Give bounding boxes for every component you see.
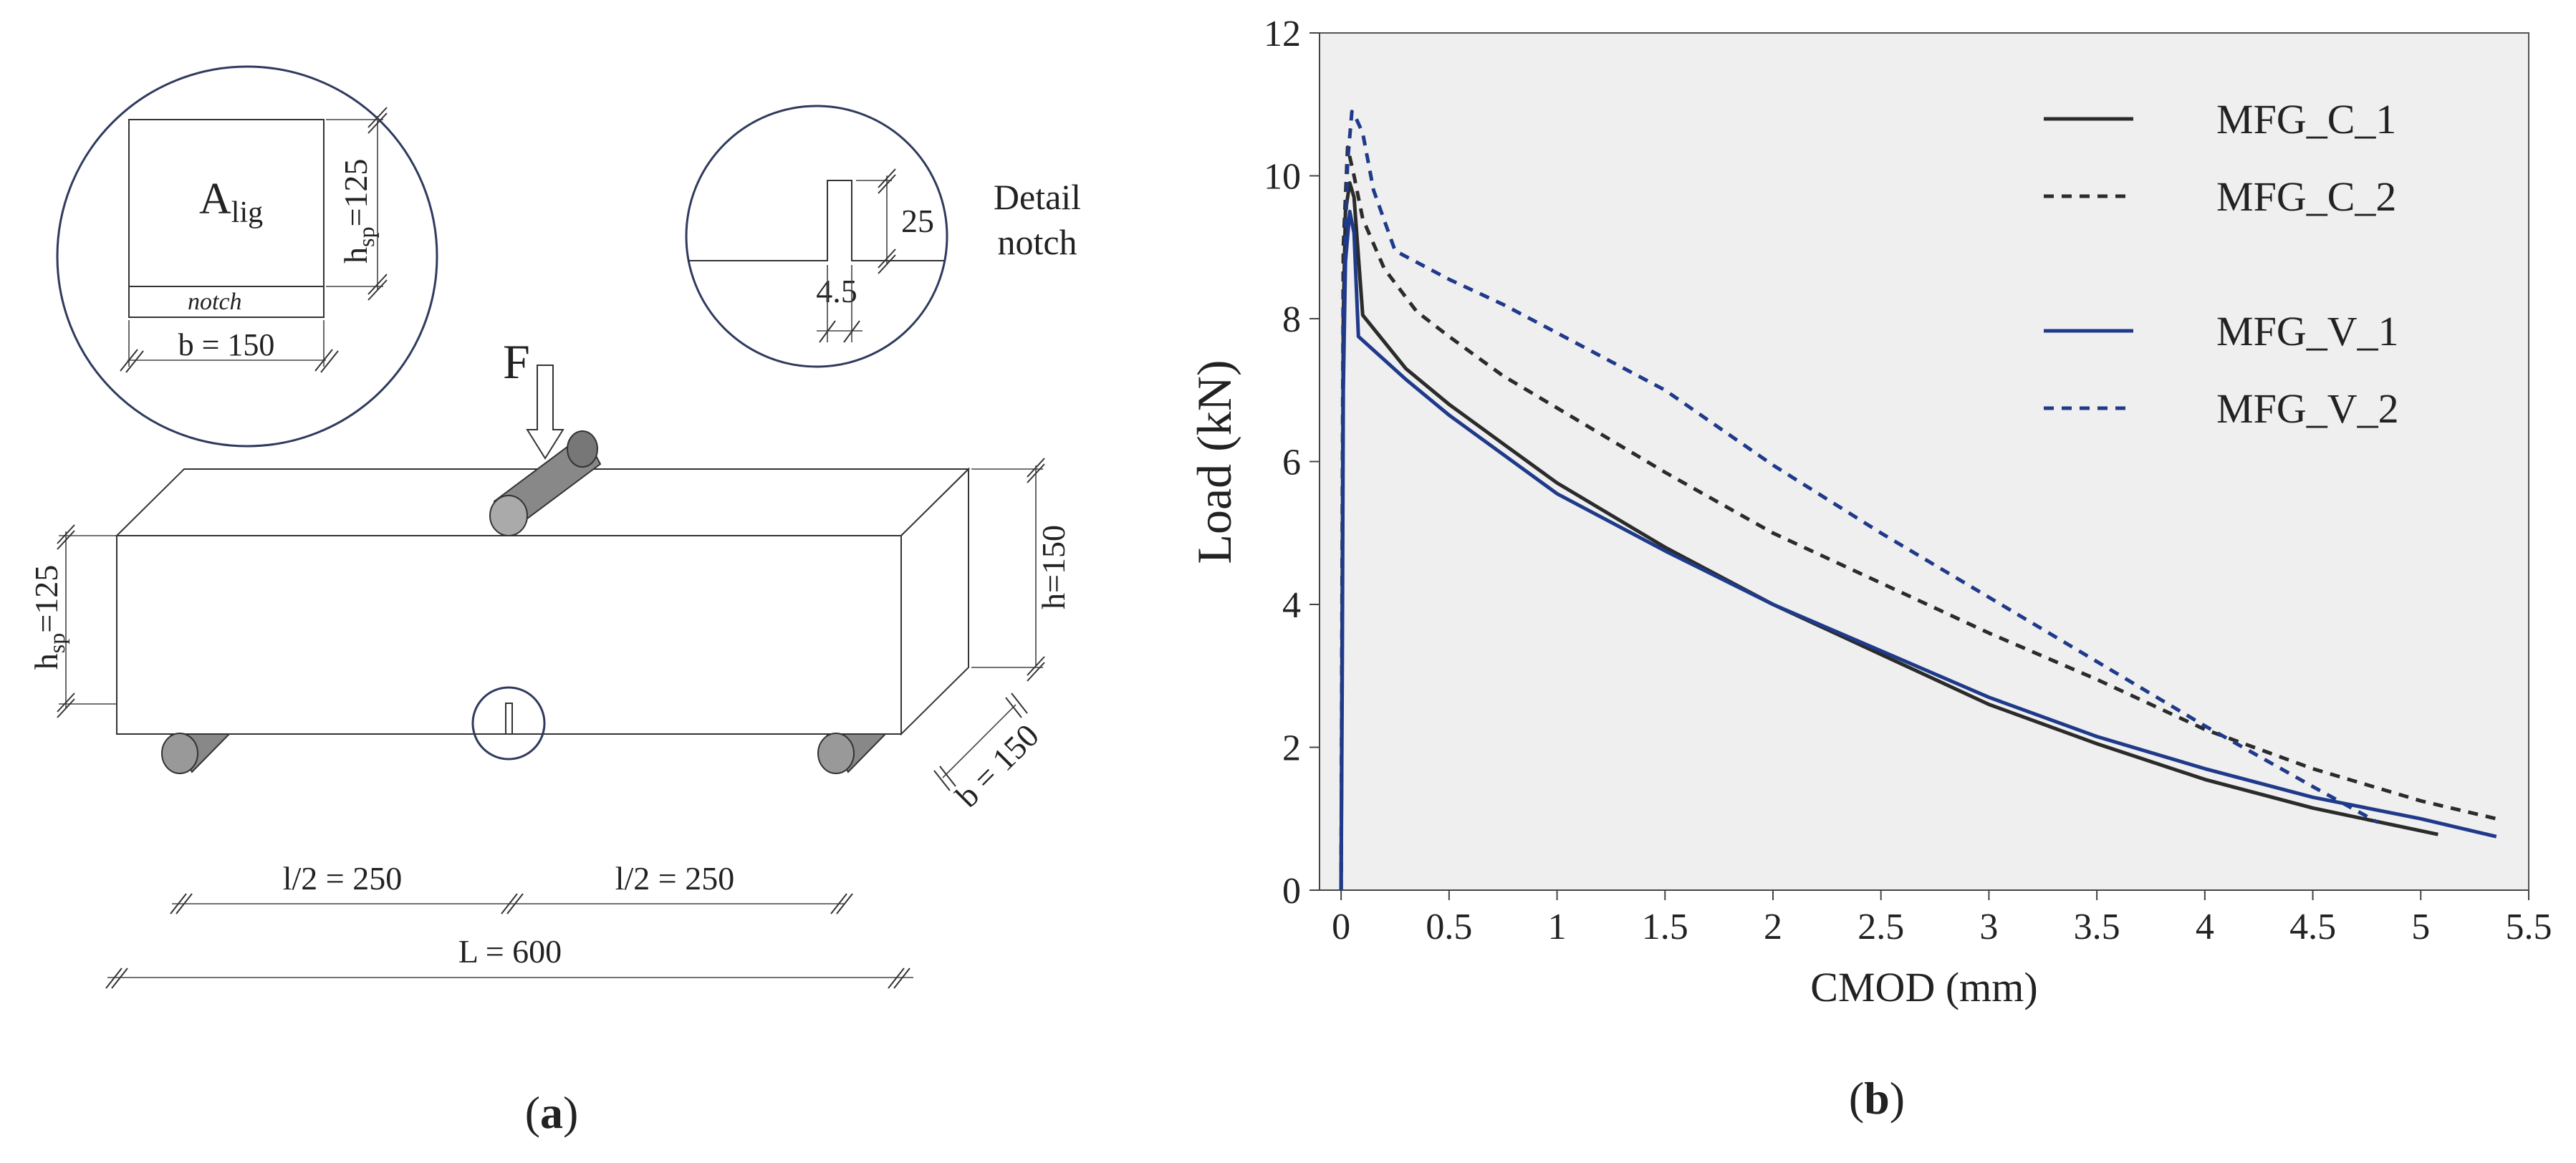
half-span-left-label: l/2 = 250: [283, 860, 403, 897]
series-line-mfg-v-2: [1339, 110, 2379, 891]
beam-height-label: h=150: [1035, 525, 1072, 609]
y-tick-label: 4: [1282, 585, 1301, 626]
legend-label-mfg-c-1: MFG_C_1: [2216, 96, 2396, 143]
section-rectangle: [128, 119, 325, 318]
panel-b-label: (b): [1849, 1073, 1905, 1124]
support-roller-right: [817, 733, 888, 774]
panel-a-label: (a): [525, 1087, 579, 1138]
y-axis-label: Load (kN): [1187, 359, 1241, 564]
y-tick-label: 2: [1282, 728, 1301, 769]
section-height-label: hsp=125: [337, 159, 379, 264]
x-tick-label: 1.5: [1642, 907, 1688, 947]
y-tick-label: 8: [1282, 299, 1301, 340]
section-detail-circle: [56, 65, 438, 448]
x-tick-label: 5.5: [2506, 907, 2552, 947]
x-tick-label: 4: [2196, 907, 2214, 947]
notch-depth-label: 25: [901, 203, 934, 239]
support-roller-left: [161, 733, 231, 774]
section-width-label: b = 150: [178, 327, 275, 362]
load-cmod-chart: 0 0.5 1 1.5 2 2.5 3 3.5 4 4.5 5 5.5 0 2 4 6 8 10 12 MFG_C_…: [1187, 14, 2552, 1010]
series-line-mfg-v-1: [1339, 209, 2497, 891]
x-tick-label: 5: [2411, 907, 2430, 947]
beam-ligament-label: hsp=125: [28, 565, 69, 670]
total-length-label: L = 600: [458, 933, 562, 970]
notch-detail-title-2: notch: [997, 222, 1077, 262]
legend-label-mfg-v-1: MFG_V_1: [2216, 308, 2399, 354]
specimen-diagram: Alig notch b = 150 hsp=125 25 4.5 D: [28, 65, 1081, 989]
x-tick-label: 3.5: [2074, 907, 2120, 947]
beam-notch-marker: [471, 686, 546, 761]
x-tick-label: 3: [1979, 907, 1998, 947]
beam-depth-label: b = 150: [948, 717, 1046, 814]
x-tick-label: 0: [1332, 907, 1350, 947]
x-tick-label: 2: [1764, 907, 1782, 947]
y-tick-label: 6: [1282, 443, 1301, 483]
y-tick-label: 10: [1264, 157, 1301, 198]
plot-area: [1319, 32, 2529, 891]
series-line-mfg-c-1: [1339, 181, 2438, 891]
force-label: F: [503, 334, 530, 389]
notch-detail-circle: [685, 105, 948, 368]
chart-legend: MFG_C_1 MFG_C_2 MFG_V_1 MFG_V_2: [2044, 96, 2399, 432]
legend-label-mfg-v-2: MFG_V_2: [2216, 385, 2399, 432]
chart-ticks: 0 0.5 1 1.5 2 2.5 3 3.5 4 4.5 5 5.5 0 2 4 6 8 10 12: [1264, 14, 2552, 947]
half-span-right-label: l/2 = 250: [615, 860, 735, 897]
chart-series: [1339, 110, 2497, 891]
notch-detail-title: Detail: [994, 177, 1081, 217]
force-arrow: [526, 365, 564, 460]
notch-width-label: 4.5: [816, 273, 857, 309]
y-tick-label: 0: [1282, 871, 1301, 912]
x-tick-label: 0.5: [1426, 907, 1472, 947]
legend-label-mfg-c-2: MFG_C_2: [2216, 173, 2396, 220]
beam: [115, 467, 971, 736]
x-tick-label: 1: [1548, 907, 1567, 947]
notch-profile: [688, 180, 944, 261]
x-tick-label: 2.5: [1857, 907, 1904, 947]
section-area-label: Alig: [199, 175, 263, 229]
x-axis-label: CMOD (mm): [1810, 964, 2037, 1010]
section-notch-label: notch: [188, 289, 242, 315]
loading-roller: [489, 430, 602, 536]
y-tick-label: 12: [1264, 14, 1301, 54]
x-tick-label: 4.5: [2289, 907, 2336, 947]
